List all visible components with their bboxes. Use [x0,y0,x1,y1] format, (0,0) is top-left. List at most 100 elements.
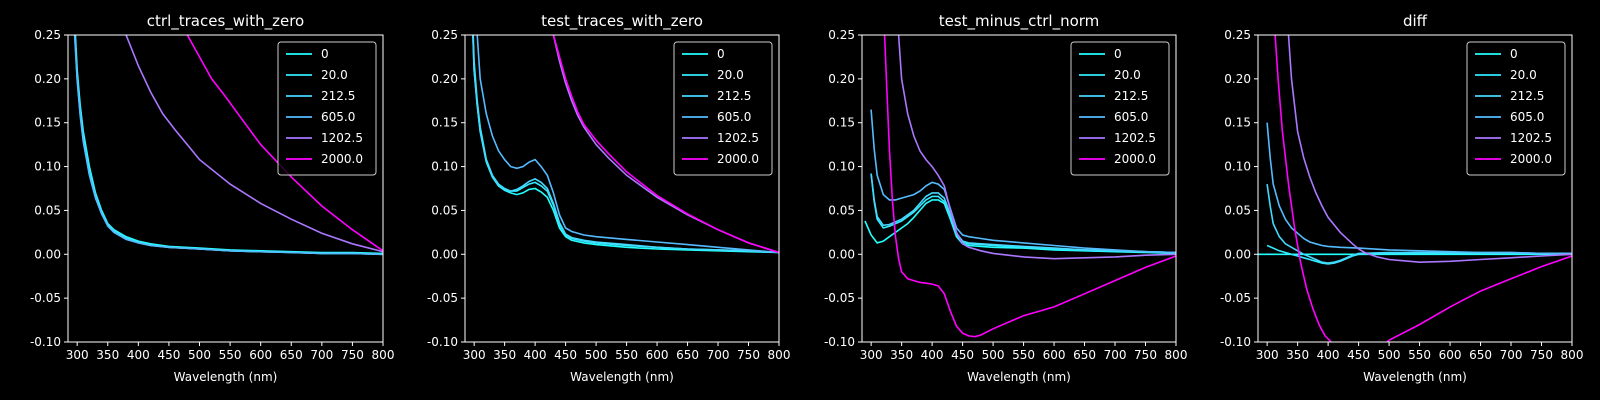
y-tick-label: -0.10 [824,335,855,349]
legend-entry: 212.5 [717,89,751,103]
legend-entry: 2000.0 [1114,152,1156,166]
series-line-2000.0 [186,35,383,252]
x-tick-label: 800 [372,348,395,362]
y-tick-label: 0.15 [431,116,458,130]
series-line-605.0 [870,109,1176,254]
x-tick-label: 600 [249,348,272,362]
x-tick-label: 600 [646,348,669,362]
x-tick-label: 350 [1286,348,1309,362]
y-tick-label: 0.25 [1224,28,1251,42]
legend: 0 20.0 212.5 605.0 1202.5 2000.0 [277,41,377,176]
x-tick-label: 750 [1134,348,1157,362]
y-tick-label: -0.10 [1220,335,1251,349]
x-tick-label: 750 [737,348,760,362]
x-tick-label: 700 [1104,348,1127,362]
y-tick-label: 0.10 [1224,160,1251,174]
y-tick-label: 0.15 [828,116,855,130]
legend-entry: 212.5 [1114,89,1148,103]
series-line-1202.5 [1287,35,1572,264]
x-tick-label: 700 [310,348,333,362]
x-tick-label: 450 [157,348,180,362]
legend: 0 20.0 212.5 605.0 1202.5 2000.0 [1466,41,1566,176]
y-tick-label: 0.20 [1224,72,1251,86]
y-tick-label: 0.10 [431,160,458,174]
x-tick-label: 650 [280,348,303,362]
y-tick-label: 0.00 [34,247,61,261]
y-tick-label: 0.20 [34,72,61,86]
x-tick-label: 300 [860,348,883,362]
x-tick-label: 550 [1408,348,1431,362]
chart-panel-1: ctrl_traces_with_zero 300 350 400 450 500 550 6… [30,12,395,384]
y-tick-label: 0.25 [431,28,458,42]
x-tick-label: 750 [1530,348,1553,362]
series-line-0 [864,199,1176,255]
legend: 0 20.0 212.5 605.0 1202.5 2000.0 [673,41,773,176]
y-tick-label: 0.00 [431,247,458,261]
series-line-605.0 [73,35,383,256]
x-tick-label: 650 [1073,348,1096,362]
series-line-20.0 [870,173,1176,254]
axes-frame [464,34,780,343]
y-tick-label: 0.20 [431,72,458,86]
series-line-212.5 [472,35,779,254]
series-line-605.0 [476,35,779,254]
x-axis-label: Wavelength (nm) [570,370,674,384]
series-line-1202.5 [897,35,1176,260]
x-tick-label: 700 [707,348,730,362]
legend-entry: 1202.5 [1510,131,1552,145]
x-tick-label: 500 [188,348,211,362]
chart-panel-4: diff 300 350 400 450 500 550 600 650 700 750 800 -0.… [1220,12,1584,384]
axes-frame [861,34,1177,343]
x-tick-label: 800 [768,348,791,362]
x-tick-label: 600 [1043,348,1066,362]
y-tick-label: 0.00 [1224,247,1251,261]
x-tick-label: 450 [951,348,974,362]
y-tick-label: 0.10 [34,160,61,174]
legend-entry: 1202.5 [321,131,363,145]
x-tick-label: 400 [921,348,944,362]
x-tick-label: 750 [341,348,364,362]
chart-title: test_minus_ctrl_norm [939,12,1100,31]
legend: 0 20.0 212.5 605.0 1202.5 2000.0 [1070,41,1170,176]
legend-entry: 605.0 [1510,110,1544,124]
chart-panel-2: test_traces_with_zero 300 350 400 450 500 550 6… [427,12,791,384]
legend-entry: 1202.5 [717,131,759,145]
legend-entry: 20.0 [321,68,348,82]
y-tick-label: -0.05 [30,291,61,305]
y-tick-label: -0.10 [30,335,61,349]
chart-title: diff [1403,12,1428,30]
y-tick-label: 0.10 [828,160,855,174]
series-line-1202.5 [125,35,383,253]
x-tick-label: 550 [615,348,638,362]
x-tick-label: 400 [1317,348,1340,362]
y-tick-label: -0.10 [427,335,458,349]
y-tick-label: -0.05 [824,291,855,305]
x-axis-label: Wavelength (nm) [1363,370,1467,384]
legend-entry: 20.0 [1510,68,1537,82]
x-tick-label: 400 [127,348,150,362]
x-tick-label: 350 [493,348,516,362]
legend-entry: 0 [1510,47,1518,61]
x-tick-label: 500 [585,348,608,362]
x-tick-label: 500 [1378,348,1401,362]
x-tick-label: 500 [982,348,1005,362]
x-tick-label: 700 [1500,348,1523,362]
legend-entry: 20.0 [1114,68,1141,82]
x-tick-label: 350 [890,348,913,362]
legend-entry: 1202.5 [1114,131,1156,145]
x-tick-label: 800 [1561,348,1584,362]
y-tick-label: -0.05 [1220,291,1251,305]
series-line-2000.0 [1274,35,1572,342]
series-line-605.0 [1266,122,1572,255]
series-line-2000.0 [552,35,779,254]
x-tick-label: 300 [463,348,486,362]
y-tick-label: 0.00 [828,247,855,261]
y-tick-label: 0.25 [828,28,855,42]
series-line-2000.0 [883,35,1176,338]
x-axis-label: Wavelength (nm) [174,370,278,384]
legend-entry: 212.5 [321,89,355,103]
y-tick-label: -0.05 [427,291,458,305]
legend-entry: 605.0 [1114,110,1148,124]
x-tick-label: 300 [66,348,89,362]
